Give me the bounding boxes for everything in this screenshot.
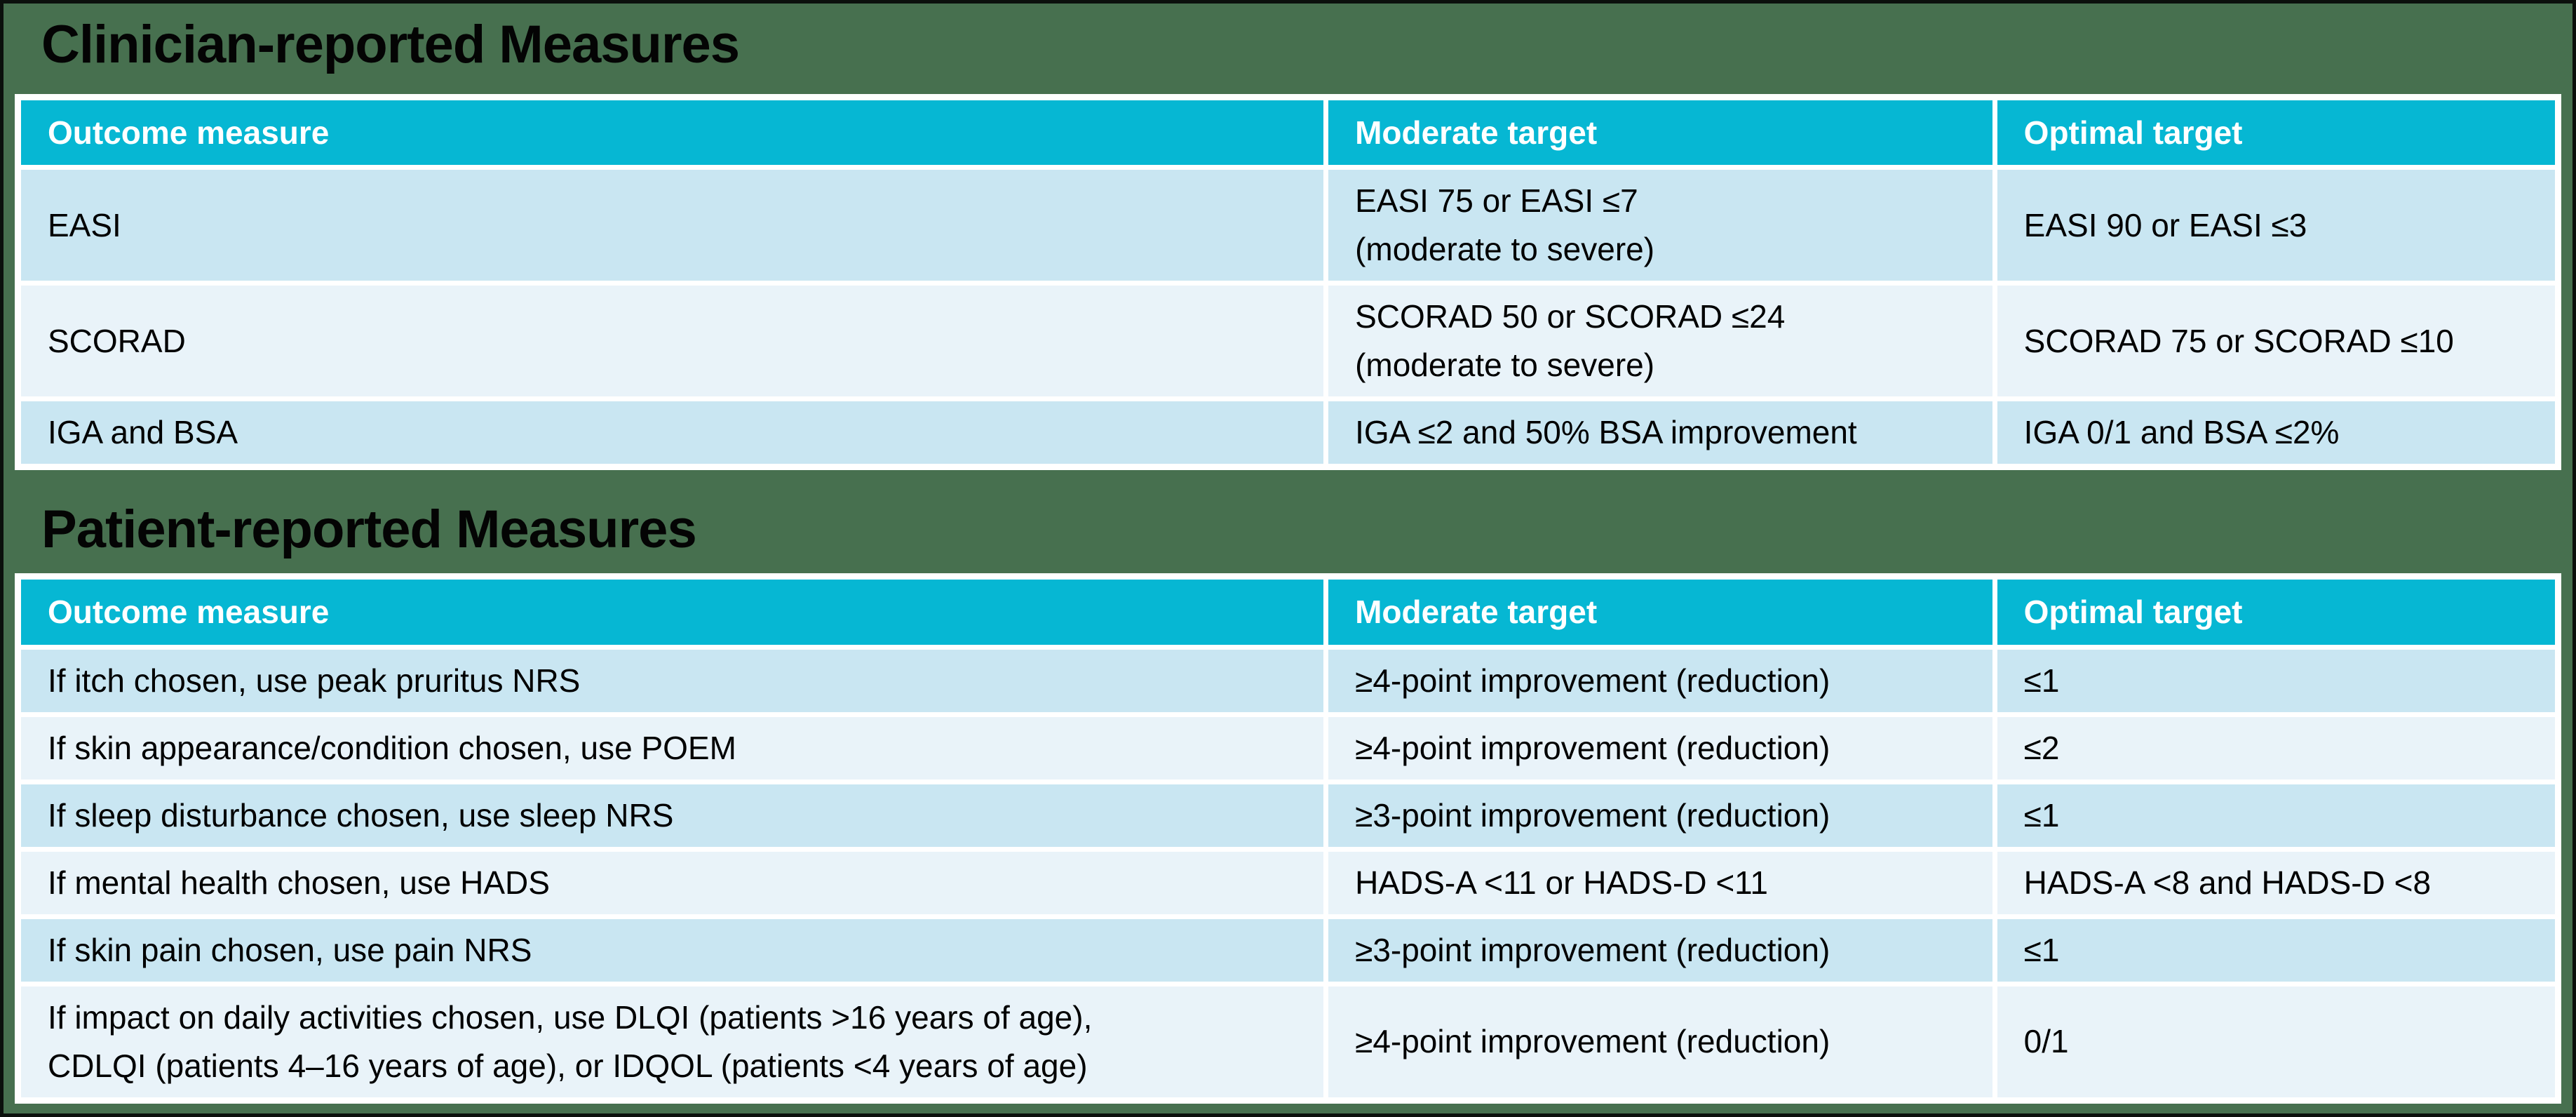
cell-outcome: IGA and BSA [21,401,1324,464]
header-cell-optimal-target: Optimal target [1997,580,2555,645]
header-cell-outcome-measure: Outcome measure [21,100,1324,166]
table-header-row: Outcome measure Moderate target Optimal … [21,100,2555,166]
header-cell-moderate-target: Moderate target [1328,100,1992,166]
header-cell-optimal-target: Optimal target [1997,100,2555,166]
cell-outcome: If skin appearance/condition chosen, use… [21,716,1324,780]
clinician-section-title: Clinician-reported Measures [41,15,740,74]
cell-moderate-target: EASI 75 or EASI ≤7 (moderate to severe) [1328,170,1992,281]
cell-outcome: If impact on daily activities chosen, us… [21,986,1324,1097]
table-row-itch: If itch chosen, use peak pruritus NRS ≥4… [21,649,2555,712]
cell-optimal-target: IGA 0/1 and BSA ≤2% [1997,401,2555,464]
header-cell-moderate-target: Moderate target [1328,580,1992,645]
table-row-daily-activities: If impact on daily activities chosen, us… [21,986,2555,1097]
cell-optimal-target: ≤1 [1997,918,2555,982]
header-cell-outcome-measure: Outcome measure [21,580,1324,645]
cell-optimal-target: ≤2 [1997,716,2555,780]
cell-outcome: If itch chosen, use peak pruritus NRS [21,649,1324,712]
cell-outcome: If skin pain chosen, use pain NRS [21,918,1324,982]
table-row-skin-appearance: If skin appearance/condition chosen, use… [21,716,2555,780]
cell-moderate-target: ≥3-point improvement (reduction) [1328,784,1992,847]
patient-section-title: Patient-reported Measures [41,500,697,560]
cell-moderate-target: ≥3-point improvement (reduction) [1328,918,1992,982]
cell-optimal-target: ≤1 [1997,649,2555,712]
clinician-measures-table: Outcome measure Moderate target Optimal … [15,94,2561,471]
table-header-row: Outcome measure Moderate target Optimal … [21,580,2555,645]
cell-optimal-target: 0/1 [1997,986,2555,1097]
cell-outcome: If mental health chosen, use HADS [21,851,1324,914]
table-row-mental-health: If mental health chosen, use HADS HADS-A… [21,851,2555,914]
cell-moderate-target: HADS-A <11 or HADS-D <11 [1328,851,1992,914]
table-row-scorad: SCORAD SCORAD 50 or SCORAD ≤24 (moderate… [21,286,2555,397]
cell-outcome: SCORAD [21,286,1324,397]
table-row-iga-bsa: IGA and BSA IGA ≤2 and 50% BSA improveme… [21,401,2555,464]
table-row-easi: EASI EASI 75 or EASI ≤7 (moderate to sev… [21,170,2555,281]
table-row-skin-pain: If skin pain chosen, use pain NRS ≥3-poi… [21,918,2555,982]
table-row-sleep: If sleep disturbance chosen, use sleep N… [21,784,2555,847]
patient-measures-table: Outcome measure Moderate target Optimal … [15,573,2561,1104]
cell-outcome: If sleep disturbance chosen, use sleep N… [21,784,1324,847]
cell-moderate-target: ≥4-point improvement (reduction) [1328,986,1992,1097]
cell-moderate-target: SCORAD 50 or SCORAD ≤24 (moderate to sev… [1328,286,1992,397]
cell-moderate-target: ≥4-point improvement (reduction) [1328,649,1992,712]
cell-optimal-target: SCORAD 75 or SCORAD ≤10 [1997,286,2555,397]
cell-optimal-target: EASI 90 or EASI ≤3 [1997,170,2555,281]
cell-optimal-target: ≤1 [1997,784,2555,847]
cell-moderate-target: ≥4-point improvement (reduction) [1328,716,1992,780]
cell-optimal-target: HADS-A <8 and HADS-D <8 [1997,851,2555,914]
cell-outcome: EASI [21,170,1324,281]
cell-moderate-target: IGA ≤2 and 50% BSA improvement [1328,401,1992,464]
